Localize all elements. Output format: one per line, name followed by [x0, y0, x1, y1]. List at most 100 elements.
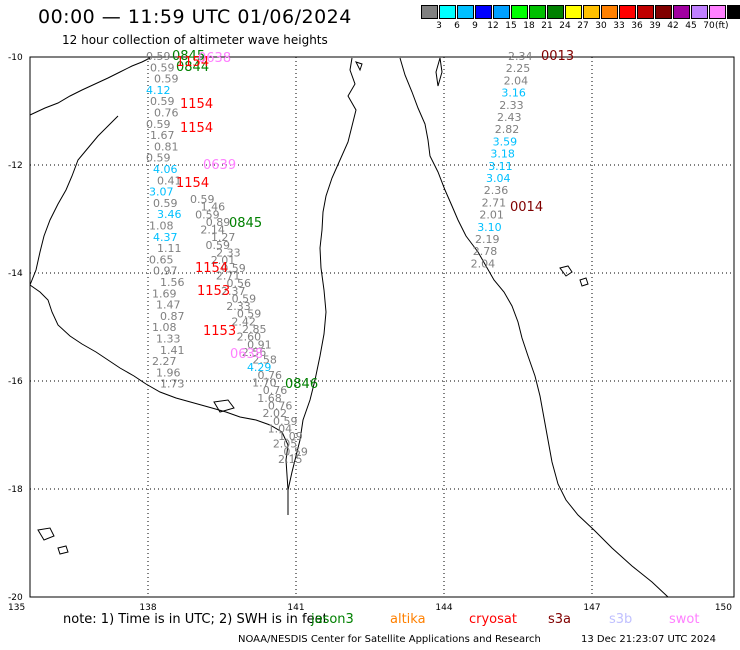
legend-label: 27 [577, 21, 589, 31]
swh-value: 2.71 [482, 196, 507, 209]
island-3 [579, 277, 589, 287]
legend-label: 39 [649, 21, 661, 31]
swh-value: 1.96 [156, 366, 181, 379]
swh-value: 0.59 [206, 239, 231, 252]
legend-swatch [673, 5, 690, 19]
pass-time-label: 0845 [229, 216, 262, 231]
pass-time-label: 0013 [541, 49, 574, 64]
swh-value: 0.76 [268, 399, 293, 412]
swh-value: 0.59 [221, 262, 246, 275]
swh-value: 3.10 [477, 221, 502, 234]
swh-value: 2.78 [473, 245, 498, 258]
legend-swatch [547, 5, 564, 19]
pass-time-label: 0845 [172, 49, 205, 64]
swh-value: 1.41 [160, 344, 185, 357]
legend-label: 24 [559, 21, 571, 31]
swh-value: 2.05 [273, 438, 298, 451]
swh-value: 2.02 [262, 407, 287, 420]
swh-value: 2.85 [242, 323, 267, 336]
island-2 [559, 265, 573, 277]
swh-value: 0.59 [237, 308, 262, 321]
legend-labels: 3 6 9 12 15 18 21 24 27 30 33 36 39 42 45 70 (ft) [421, 19, 740, 31]
lon-label: 141 [287, 603, 304, 613]
legend-swatch [475, 5, 492, 19]
legend-swatch [511, 5, 528, 19]
lat-label: -18 [8, 485, 23, 495]
swh-value: 2.43 [497, 111, 522, 124]
footer-date: 13 Dec 21:23:07 UTC 2024 [581, 634, 716, 645]
sat-label-jason3: jason3 [311, 612, 354, 627]
cape-york-coastline [287, 57, 357, 515]
swh-value: 1.56 [160, 276, 185, 289]
pass-time-label: 0639 [203, 158, 236, 173]
legend-label: 21 [541, 21, 553, 31]
legend-label: 15 [505, 21, 517, 31]
legend-label: 30 [595, 21, 607, 31]
swh-value: 0.81 [154, 140, 179, 153]
swh-value: 4.37 [153, 231, 178, 244]
pass-time-label: 1153 [197, 284, 230, 299]
footer-org: NOAA/NESDIS Center for Satellite Applica… [238, 634, 541, 645]
swh-value: 0.59 [150, 95, 175, 108]
swh-value: 2.42 [231, 315, 256, 328]
legend-swatch [457, 5, 474, 19]
swh-value: 2.71 [216, 269, 241, 282]
legend-swatch [421, 5, 438, 19]
swh-value: 0.59 [195, 208, 220, 221]
swh-value: 3.11 [488, 160, 513, 173]
swh-value: 1.68 [257, 392, 282, 405]
page-title: 00:00 — 11:59 UTC 01/06/2024 [38, 6, 352, 28]
sat-label-altika: altika [390, 612, 426, 627]
legend-label: 70 [703, 21, 715, 31]
island-4 [37, 527, 55, 541]
legend-label: 12 [487, 21, 499, 31]
swh-value: 2.33 [499, 99, 524, 112]
swh-value: 0.59 [146, 50, 171, 63]
swh-value: 2.04 [471, 257, 496, 270]
swh-value: 1.67 [150, 129, 175, 142]
lat-label: -20 [8, 593, 23, 603]
swh-value: 1.08 [152, 321, 177, 334]
lon-label: 138 [139, 603, 156, 613]
swh-value: 0.59 [232, 292, 257, 305]
pass-time-label: 1154 [195, 261, 228, 276]
color-legend: 3 6 9 12 15 18 21 24 27 30 33 36 39 42 45 70 (ft) [421, 5, 740, 31]
png-coastline [29, 57, 151, 116]
pass-time-label: 0638 [230, 347, 263, 362]
pass-time-labels: 0013001411541154063911540845115411531153… [172, 49, 574, 392]
pass-time-label: 0846 [285, 377, 318, 392]
pass-time-label: 0844 [176, 60, 209, 75]
legend-swatch [655, 5, 672, 19]
lat-label: -12 [8, 161, 23, 171]
page-subtitle: 12 hour collection of altimeter wave hei… [62, 33, 328, 47]
swh-value: 1.47 [156, 299, 181, 312]
swh-value: 0.59 [153, 197, 178, 210]
swh-value: 2.27 [152, 355, 177, 368]
pass-time-label: 0014 [510, 200, 543, 215]
sat-label-swot: swot [669, 612, 700, 627]
swh-value: 2.14 [200, 224, 225, 237]
legend-label: 6 [454, 21, 460, 31]
lon-label: 135 [8, 603, 25, 613]
swh-value: 0.59 [146, 152, 171, 165]
swh-value: 1.73 [160, 378, 185, 391]
legend-swatch [565, 5, 582, 19]
lat-label: -14 [8, 269, 23, 279]
legend-swatch [583, 5, 600, 19]
swh-track-mid: 0.591.460.590.892.141.270.592.332.010.59… [190, 193, 308, 466]
legend-swatch [601, 5, 618, 19]
lat-labels: -10 -12 -14 -16 -18 -20 [8, 53, 23, 603]
queensland-coastline [399, 57, 669, 598]
swh-value: 2.01 [479, 209, 504, 222]
swh-value: 1.11 [157, 242, 182, 255]
legend-swatch [439, 5, 456, 19]
swh-value: 0.59 [283, 445, 308, 458]
swh-value: 0.59 [146, 118, 171, 131]
swh-value: 0.59 [154, 73, 179, 86]
swh-value: 1.04 [268, 422, 293, 435]
legend-swatches [421, 5, 740, 19]
swh-value: 0.59 [273, 415, 298, 428]
swh-value: 2.60 [237, 331, 262, 344]
swh-value: 2.01 [211, 254, 236, 267]
lat-label: -10 [8, 53, 23, 63]
